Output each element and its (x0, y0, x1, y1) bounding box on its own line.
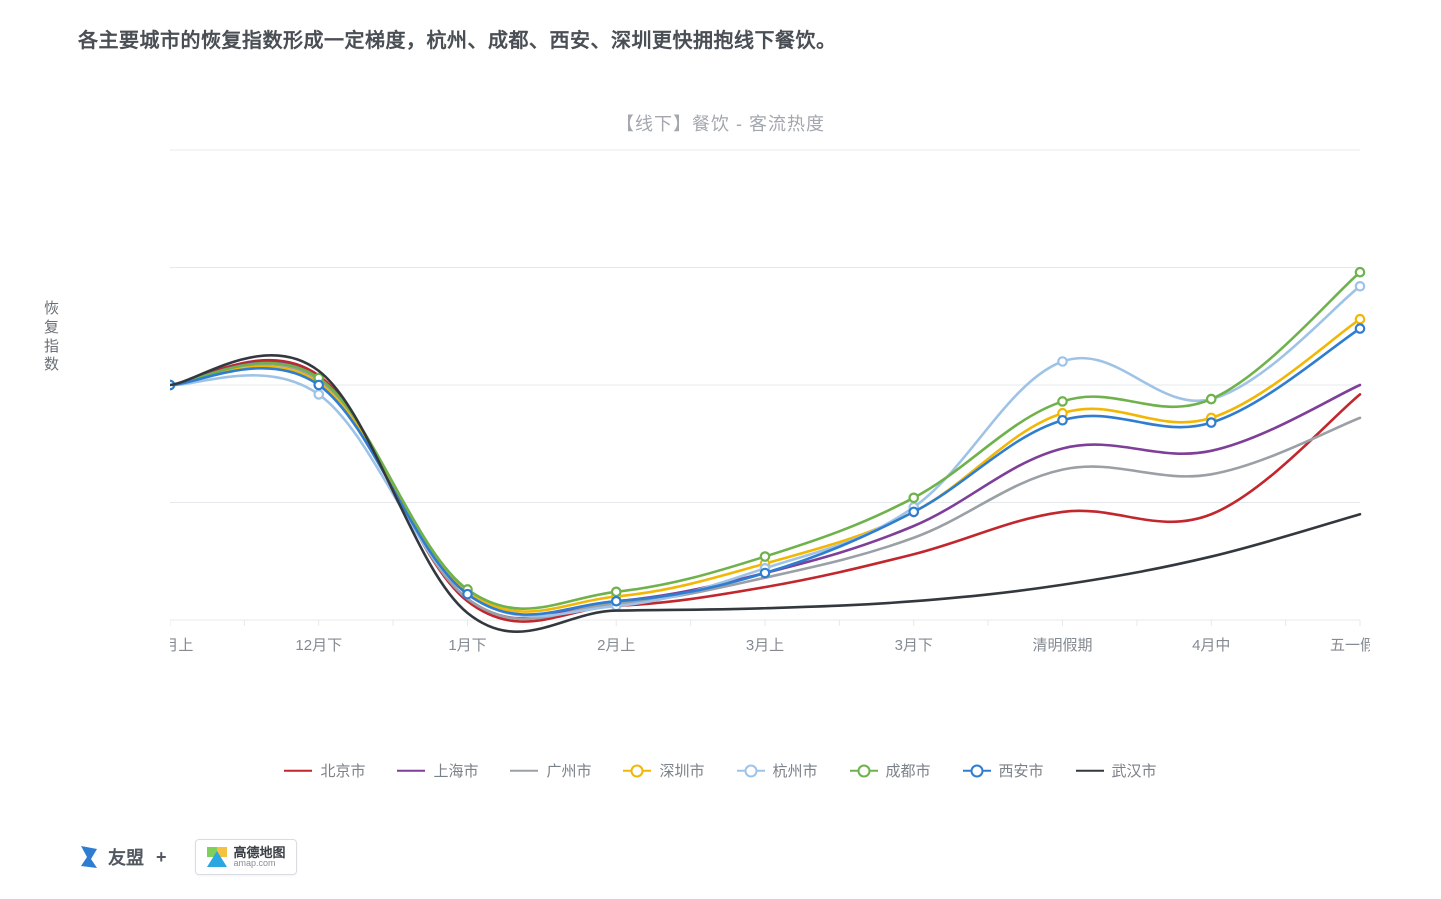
legend-label: 深圳市 (659, 760, 704, 781)
series-marker (1356, 315, 1364, 323)
legend-label: 北京市 (320, 760, 365, 781)
x-tick-label: 1月下 (448, 637, 486, 654)
series-line (170, 362, 1360, 618)
series-marker (1058, 397, 1066, 405)
chart-plot-area: 0%50%100%150%200%12月上12月下1月下2月上3月上3月下清明假… (170, 140, 1370, 680)
chart-subtitle: 【线下】餐饮 - 客流热度 (0, 110, 1441, 136)
legend-item: 成都市 (850, 760, 931, 781)
series-marker (612, 597, 620, 605)
umeng-icon (78, 844, 100, 870)
series-marker (1356, 324, 1364, 332)
series-marker (761, 552, 769, 560)
amap-icon (206, 846, 228, 868)
amap-brand: 高德地图 amap.com (195, 839, 297, 875)
legend-label: 广州市 (546, 760, 591, 781)
y-axis-label: 恢复指数 (44, 300, 62, 375)
series-line (170, 364, 1360, 619)
series-marker (463, 590, 471, 598)
legend-label: 成都市 (886, 760, 931, 781)
umeng-label: 友盟 (108, 844, 144, 870)
legend-swatch (284, 765, 312, 777)
series-marker (315, 390, 323, 398)
legend-label: 武汉市 (1112, 760, 1157, 781)
series-marker (910, 508, 918, 516)
legend-item: 深圳市 (623, 760, 704, 781)
legend-swatch (1076, 765, 1104, 777)
legend-item: 上海市 (397, 760, 478, 781)
chart-legend: 北京市 上海市 广州市 深圳市 杭州市 成都市 西安市 武汉市 (0, 760, 1441, 781)
series-marker (910, 494, 918, 502)
series-marker (1207, 418, 1215, 426)
legend-label: 西安市 (999, 760, 1044, 781)
legend-swatch (737, 765, 765, 777)
legend-swatch (510, 765, 538, 777)
x-tick-label: 4月中 (1192, 637, 1230, 654)
legend-label: 杭州市 (773, 760, 818, 781)
series-marker (1207, 395, 1215, 403)
legend-item: 广州市 (510, 760, 591, 781)
legend-item: 武汉市 (1076, 760, 1157, 781)
umeng-plus: + (156, 847, 167, 868)
umeng-brand: 友盟 + (78, 844, 167, 870)
legend-swatch (623, 765, 651, 777)
legend-swatch (850, 765, 878, 777)
series-marker (1058, 357, 1066, 365)
legend-item: 北京市 (284, 760, 365, 781)
x-tick-label: 清明假期 (1032, 637, 1092, 654)
series-marker (1356, 268, 1364, 276)
footer-brands: 友盟 + 高德地图 amap.com (78, 839, 297, 875)
series-marker (1356, 282, 1364, 290)
series-marker (315, 381, 323, 389)
legend-swatch (963, 765, 991, 777)
amap-label-en: amap.com (234, 859, 286, 868)
x-tick-label: 2月上 (597, 637, 635, 654)
x-tick-label: 12月上 (170, 637, 193, 654)
legend-label: 上海市 (433, 760, 478, 781)
legend-swatch (397, 765, 425, 777)
series-marker (761, 569, 769, 577)
legend-item: 杭州市 (737, 760, 818, 781)
series-marker (612, 588, 620, 596)
x-tick-label: 3月下 (895, 637, 933, 654)
x-tick-label: 12月下 (295, 637, 342, 654)
x-tick-label: 3月上 (746, 637, 784, 654)
series-line (170, 355, 1360, 631)
legend-item: 西安市 (963, 760, 1044, 781)
series-marker (1058, 416, 1066, 424)
x-tick-label: 五一假期 (1330, 637, 1370, 654)
headline: 各主要城市的恢复指数形成一定梯度，杭州、成都、西安、深圳更快拥抱线下餐饮。 (78, 24, 837, 53)
